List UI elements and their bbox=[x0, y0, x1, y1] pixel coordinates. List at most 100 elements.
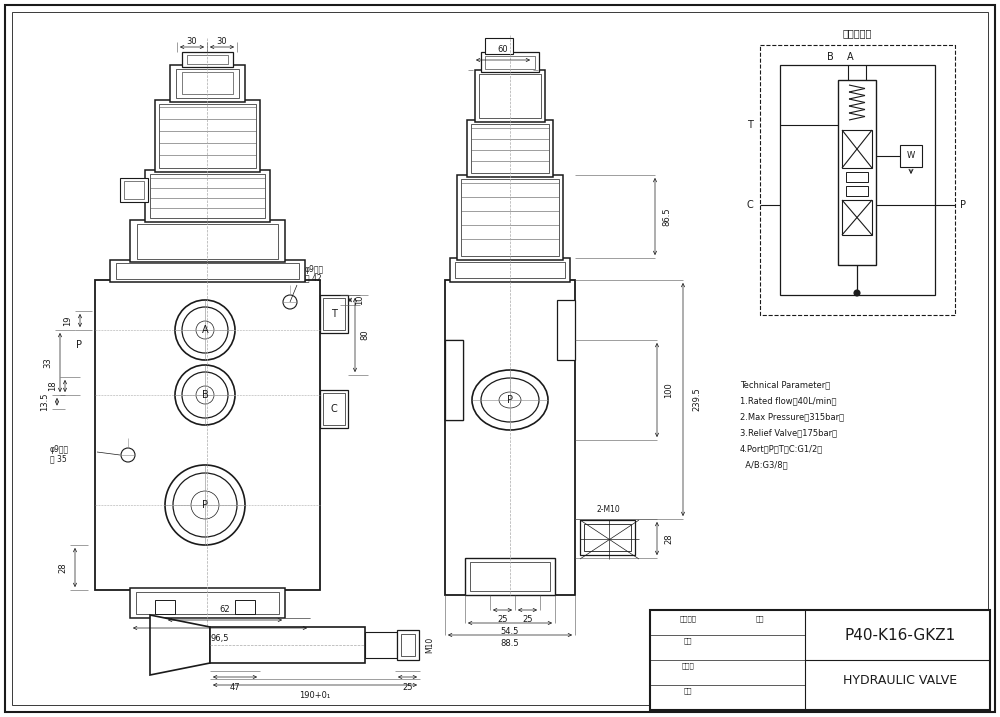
Text: 18: 18 bbox=[48, 381, 58, 391]
Circle shape bbox=[191, 491, 219, 519]
Bar bbox=[150, 174, 265, 218]
Bar bbox=[838, 80, 876, 265]
Circle shape bbox=[175, 300, 235, 360]
Bar bbox=[455, 262, 565, 278]
Text: HYDRAULIC VALVE: HYDRAULIC VALVE bbox=[843, 673, 957, 686]
Ellipse shape bbox=[481, 378, 539, 422]
Text: 25: 25 bbox=[402, 683, 413, 691]
Text: C: C bbox=[331, 404, 337, 414]
Text: 版本: 版本 bbox=[756, 616, 764, 622]
Text: 100: 100 bbox=[664, 382, 674, 398]
Bar bbox=[187, 55, 228, 64]
Circle shape bbox=[196, 321, 214, 339]
Text: B: B bbox=[827, 52, 833, 62]
Text: 审核日期: 审核日期 bbox=[680, 616, 696, 622]
Bar bbox=[450, 258, 570, 282]
Text: 1.Rated flow：40L/min；: 1.Rated flow：40L/min； bbox=[740, 396, 836, 405]
Bar bbox=[650, 610, 990, 710]
Text: 高 35: 高 35 bbox=[50, 455, 67, 463]
Text: P: P bbox=[960, 200, 966, 210]
Text: 28: 28 bbox=[664, 533, 674, 543]
Bar bbox=[323, 393, 345, 425]
Bar bbox=[445, 340, 463, 420]
Text: A: A bbox=[847, 52, 853, 62]
Bar bbox=[557, 300, 575, 360]
Circle shape bbox=[854, 290, 860, 296]
Circle shape bbox=[175, 365, 235, 425]
Ellipse shape bbox=[472, 370, 548, 430]
Text: 54.5: 54.5 bbox=[501, 627, 519, 637]
Text: B: B bbox=[202, 390, 208, 400]
Text: 88.5: 88.5 bbox=[501, 640, 519, 648]
Bar bbox=[467, 120, 553, 177]
Text: A: A bbox=[202, 325, 208, 335]
Bar bbox=[481, 52, 539, 72]
Bar bbox=[846, 186, 868, 196]
Bar bbox=[470, 562, 550, 591]
Text: 80: 80 bbox=[360, 330, 370, 341]
Bar bbox=[401, 634, 415, 656]
Bar bbox=[780, 65, 935, 295]
Text: 62: 62 bbox=[220, 605, 230, 614]
Bar bbox=[365, 632, 397, 658]
Text: Technical Parameter：: Technical Parameter： bbox=[740, 380, 830, 389]
Bar bbox=[479, 74, 541, 118]
Text: 审核: 审核 bbox=[684, 637, 692, 645]
Text: 190+0₁: 190+0₁ bbox=[299, 690, 331, 700]
Text: 3.Relief Valve：175bar；: 3.Relief Valve：175bar； bbox=[740, 428, 837, 437]
Text: P40-K16-GKZ1: P40-K16-GKZ1 bbox=[844, 627, 956, 642]
Text: 批准: 批准 bbox=[684, 688, 692, 694]
Bar bbox=[130, 220, 285, 262]
Text: 47: 47 bbox=[230, 683, 240, 691]
Bar bbox=[124, 181, 144, 199]
Text: T: T bbox=[747, 120, 753, 130]
Bar bbox=[584, 524, 631, 551]
Text: 标准化: 标准化 bbox=[682, 663, 694, 669]
Bar bbox=[120, 178, 148, 202]
Bar bbox=[95, 280, 320, 590]
Text: 10: 10 bbox=[356, 295, 364, 305]
Bar bbox=[485, 38, 513, 54]
Text: φ9通孔: φ9通孔 bbox=[50, 445, 69, 455]
Bar bbox=[137, 224, 278, 259]
Bar bbox=[182, 72, 233, 94]
Bar bbox=[900, 145, 922, 167]
Bar bbox=[842, 130, 872, 168]
Bar bbox=[485, 56, 535, 69]
Bar bbox=[136, 592, 279, 614]
Text: φ9通孔: φ9通孔 bbox=[305, 265, 324, 275]
Bar bbox=[170, 65, 245, 102]
Circle shape bbox=[121, 448, 135, 462]
Bar bbox=[155, 100, 260, 172]
Text: P: P bbox=[202, 500, 208, 510]
Text: 30: 30 bbox=[187, 37, 197, 45]
Bar bbox=[465, 558, 555, 595]
Bar bbox=[320, 295, 348, 333]
Text: 2.Max Pressure：315bar；: 2.Max Pressure：315bar； bbox=[740, 412, 844, 421]
Text: W: W bbox=[907, 151, 915, 161]
Bar bbox=[235, 600, 255, 614]
Circle shape bbox=[182, 307, 228, 353]
Circle shape bbox=[165, 465, 245, 545]
Text: 96,5: 96,5 bbox=[211, 634, 229, 642]
Bar bbox=[471, 124, 549, 173]
Bar bbox=[760, 45, 955, 315]
Bar bbox=[580, 520, 635, 555]
Bar bbox=[159, 104, 256, 168]
Bar bbox=[182, 52, 233, 67]
Text: T: T bbox=[331, 309, 337, 319]
Circle shape bbox=[173, 473, 237, 537]
Bar bbox=[475, 70, 545, 122]
Bar bbox=[176, 69, 239, 98]
Text: 液压原理图: 液压原理图 bbox=[842, 28, 872, 38]
Circle shape bbox=[196, 386, 214, 404]
Bar bbox=[130, 588, 285, 618]
Bar bbox=[846, 172, 868, 182]
Bar bbox=[210, 627, 365, 663]
Bar bbox=[397, 630, 419, 660]
Ellipse shape bbox=[499, 392, 521, 408]
Circle shape bbox=[283, 295, 297, 309]
Text: 19: 19 bbox=[64, 315, 72, 326]
Bar bbox=[461, 179, 559, 256]
Text: 239.5: 239.5 bbox=[692, 388, 702, 412]
